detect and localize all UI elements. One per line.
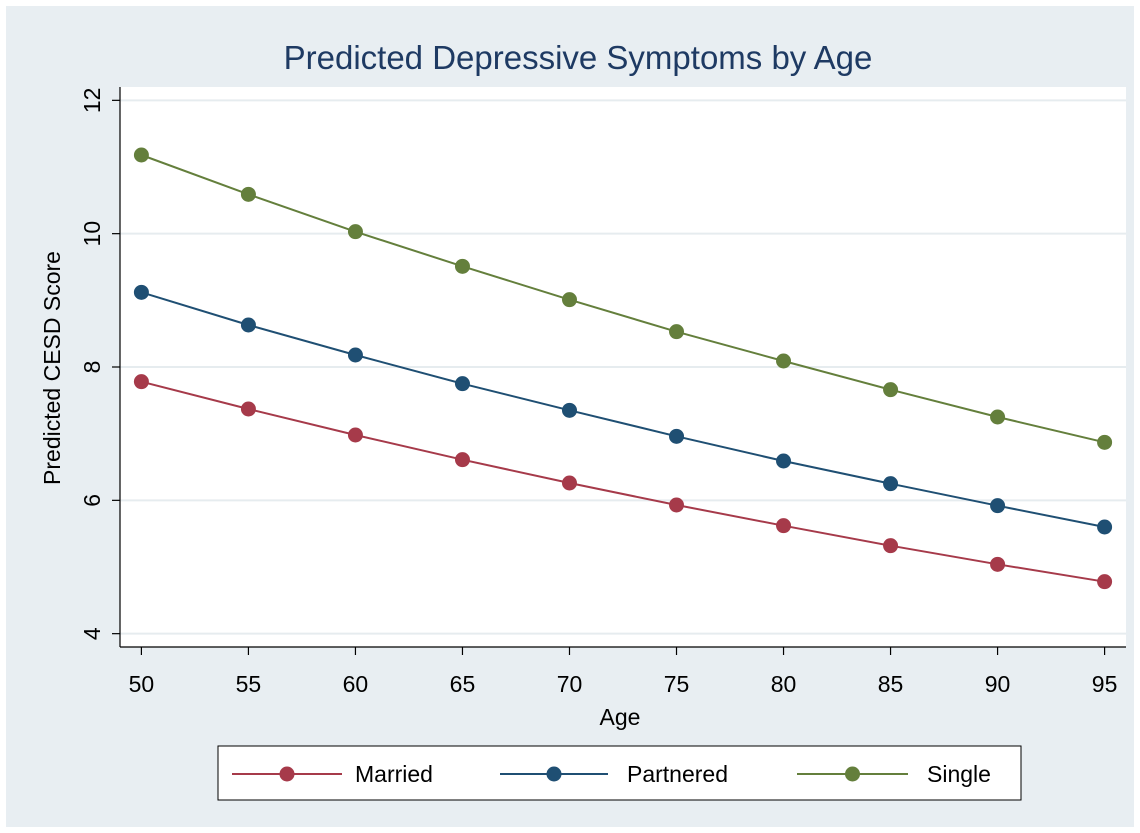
data-point <box>455 452 470 467</box>
data-point <box>1097 520 1112 535</box>
y-tick-label: 4 <box>79 627 105 640</box>
x-tick-label: 65 <box>450 671 476 697</box>
data-point <box>455 376 470 391</box>
data-point <box>348 348 363 363</box>
data-point <box>134 374 149 389</box>
data-point <box>455 259 470 274</box>
data-point <box>562 292 577 307</box>
data-point <box>776 518 791 533</box>
data-point <box>348 428 363 443</box>
legend-label: Single <box>927 761 991 787</box>
data-point <box>776 454 791 469</box>
legend-label: Married <box>355 761 433 787</box>
legend: Married Partnered Single <box>218 746 1021 800</box>
x-tick-label: 75 <box>664 671 690 697</box>
data-point <box>883 382 898 397</box>
data-point <box>1097 435 1112 450</box>
y-axis-label: Predicted CESD Score <box>39 251 65 485</box>
y-tick-label: 8 <box>79 361 105 374</box>
data-point <box>990 557 1005 572</box>
x-tick-label: 85 <box>878 671 904 697</box>
data-point <box>134 148 149 163</box>
legend-marker <box>280 767 295 782</box>
data-point <box>562 476 577 491</box>
y-tick-label: 6 <box>79 494 105 507</box>
legend-marker <box>547 767 562 782</box>
data-point <box>241 318 256 333</box>
data-point <box>669 498 684 513</box>
x-tick-label: 60 <box>343 671 369 697</box>
y-tick-label: 12 <box>79 88 105 114</box>
data-point <box>241 187 256 202</box>
chart-title: Predicted Depressive Symptoms by Age <box>284 39 873 76</box>
data-point <box>883 538 898 553</box>
data-point <box>669 429 684 444</box>
x-tick-label: 70 <box>557 671 583 697</box>
legend-marker <box>845 767 860 782</box>
data-point <box>990 410 1005 425</box>
x-axis-label: Age <box>600 704 641 730</box>
x-tick-label: 55 <box>236 671 262 697</box>
data-point <box>990 498 1005 513</box>
legend-label: Partnered <box>627 761 728 787</box>
x-tick-label: 50 <box>129 671 155 697</box>
data-point <box>776 354 791 369</box>
data-point <box>348 224 363 239</box>
x-tick-label: 95 <box>1092 671 1118 697</box>
data-point <box>562 403 577 418</box>
y-tick-label: 10 <box>79 221 105 247</box>
data-point <box>669 324 684 339</box>
x-tick-label: 90 <box>985 671 1011 697</box>
data-point <box>241 402 256 417</box>
data-point <box>1097 574 1112 589</box>
data-point <box>883 476 898 491</box>
data-point <box>134 285 149 300</box>
x-tick-label: 80 <box>771 671 797 697</box>
